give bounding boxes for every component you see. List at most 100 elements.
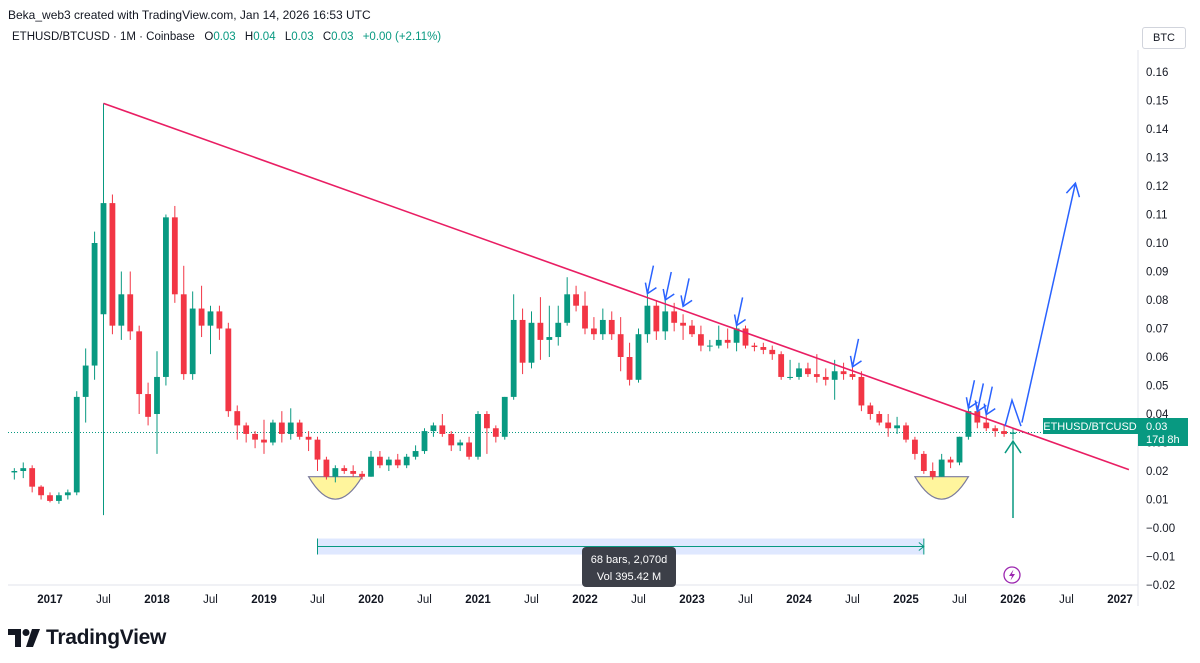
- downtrend-line[interactable]: [103, 102, 1130, 471]
- rejection-arrowhead: [680, 295, 693, 308]
- candle-body: [501, 396, 508, 437]
- candle-body: [947, 459, 954, 463]
- time-tick-label: Jul: [952, 594, 967, 606]
- candle-body: [805, 368, 811, 375]
- candle-body: [91, 243, 98, 366]
- candle-body: [608, 319, 615, 335]
- candle-body: [145, 394, 151, 417]
- candle-body: [983, 422, 990, 429]
- candle-body: [323, 459, 330, 477]
- price-tick-label: −0.00: [1146, 523, 1175, 535]
- candle-body: [555, 322, 562, 338]
- price-tick-label: 0.05: [1146, 381, 1168, 393]
- candle-body: [225, 328, 232, 412]
- candle-body: [769, 349, 776, 355]
- candle-body: [680, 322, 686, 326]
- candle-body: [974, 411, 981, 423]
- candle-body: [1010, 432, 1016, 434]
- candle-body: [421, 431, 428, 452]
- high-value: 0.04: [253, 31, 276, 43]
- footer: TradingView: [8, 624, 166, 652]
- candle-body: [466, 442, 472, 457]
- rejection-arrow: [976, 383, 985, 412]
- candle-body: [29, 468, 36, 487]
- range-tooltip-bars: 68 bars, 2,070d: [591, 554, 667, 566]
- candle-body: [47, 495, 53, 501]
- candle-body: [822, 376, 829, 380]
- range-tooltip-volume: Vol 395.42 M: [597, 571, 661, 583]
- candle-body: [510, 319, 517, 397]
- projection-arrowhead: [1065, 181, 1081, 198]
- rejection-arrowhead: [965, 397, 978, 410]
- candle-body: [278, 422, 285, 434]
- time-tick-label: 2021: [465, 594, 491, 606]
- rejection-arrowhead: [662, 288, 675, 302]
- candle-body: [350, 471, 357, 474]
- time-tick-label: Jul: [524, 594, 539, 606]
- bottom-highlights: [307, 476, 970, 500]
- low-key: L: [284, 31, 292, 43]
- candle-body: [751, 345, 758, 348]
- candle-body: [270, 422, 276, 443]
- range-tooltip-box: [582, 547, 676, 587]
- candle-body: [706, 345, 713, 347]
- candle-body: [867, 405, 874, 414]
- candle-body: [198, 308, 205, 326]
- price-tick-label: 0.09: [1146, 267, 1168, 279]
- candle-body: [377, 456, 383, 466]
- currency-button[interactable]: BTC: [1142, 27, 1186, 49]
- candle-body: [662, 311, 669, 332]
- candle-body: [136, 331, 143, 395]
- range-arrowhead: [918, 542, 925, 551]
- candle-body: [341, 468, 348, 471]
- candle-body: [189, 308, 196, 375]
- candle-body: [787, 376, 793, 378]
- candle-body: [635, 334, 642, 380]
- candle-body: [109, 203, 116, 326]
- time-tick-label: 2017: [37, 594, 63, 606]
- candle-body: [796, 368, 802, 377]
- price-label-countdown: 17d 8h: [1146, 434, 1180, 446]
- price-tick-label: 0.10: [1146, 238, 1168, 250]
- candle-body: [394, 459, 401, 466]
- annotation-arrows[interactable]: [644, 181, 1081, 519]
- candle-body: [475, 414, 481, 457]
- candle-body: [894, 425, 900, 429]
- bowl-highlight: [913, 476, 970, 500]
- candle-body: [537, 322, 544, 340]
- time-tick-label: Jul: [310, 594, 325, 606]
- candles[interactable]: [11, 103, 1016, 516]
- close-key: C: [322, 31, 332, 43]
- candle-body: [305, 436, 312, 440]
- candle-body: [938, 459, 945, 477]
- time-tick-label: 2020: [358, 594, 384, 606]
- time-tick-label: 2024: [786, 594, 812, 606]
- candle-body: [715, 339, 722, 346]
- rejection-arrowhead: [644, 282, 657, 295]
- candle-body: [724, 339, 731, 343]
- symbol-name[interactable]: ETHUSD/BTCUSD · 1M · Coinbase: [12, 31, 195, 43]
- candle-body: [100, 203, 107, 315]
- candle-body: [885, 422, 892, 429]
- candle-body: [296, 422, 303, 437]
- candle-body: [956, 436, 963, 463]
- candle-body: [653, 305, 660, 332]
- breakout-up-arrowhead: [1004, 439, 1022, 454]
- date-range-measure[interactable]: [317, 538, 925, 555]
- time-tick-label: 2026: [1000, 594, 1026, 606]
- time-axis[interactable]: 2017 Jul 2018 Jul 2019 Jul 2020 Jul 2021 Jul 2022 J…: [37, 594, 1133, 606]
- open-value: 0.03: [213, 31, 236, 43]
- candle-body: [858, 376, 865, 406]
- price-axis[interactable]: 0.16 0.15 0.14 0.13 0.12 0.11 0.10 0.09 0.08 0.07…: [1146, 67, 1175, 592]
- lightning-icon[interactable]: [1003, 566, 1021, 584]
- candle-body: [671, 311, 678, 323]
- candle-body: [992, 428, 999, 432]
- time-tick-label: Jul: [1059, 594, 1074, 606]
- candle-body: [1001, 431, 1007, 434]
- time-tick-label: Jul: [203, 594, 218, 606]
- time-tick-label: 2018: [144, 594, 170, 606]
- candle-body: [216, 311, 223, 329]
- candle-body: [492, 428, 499, 437]
- candle-body: [840, 371, 847, 375]
